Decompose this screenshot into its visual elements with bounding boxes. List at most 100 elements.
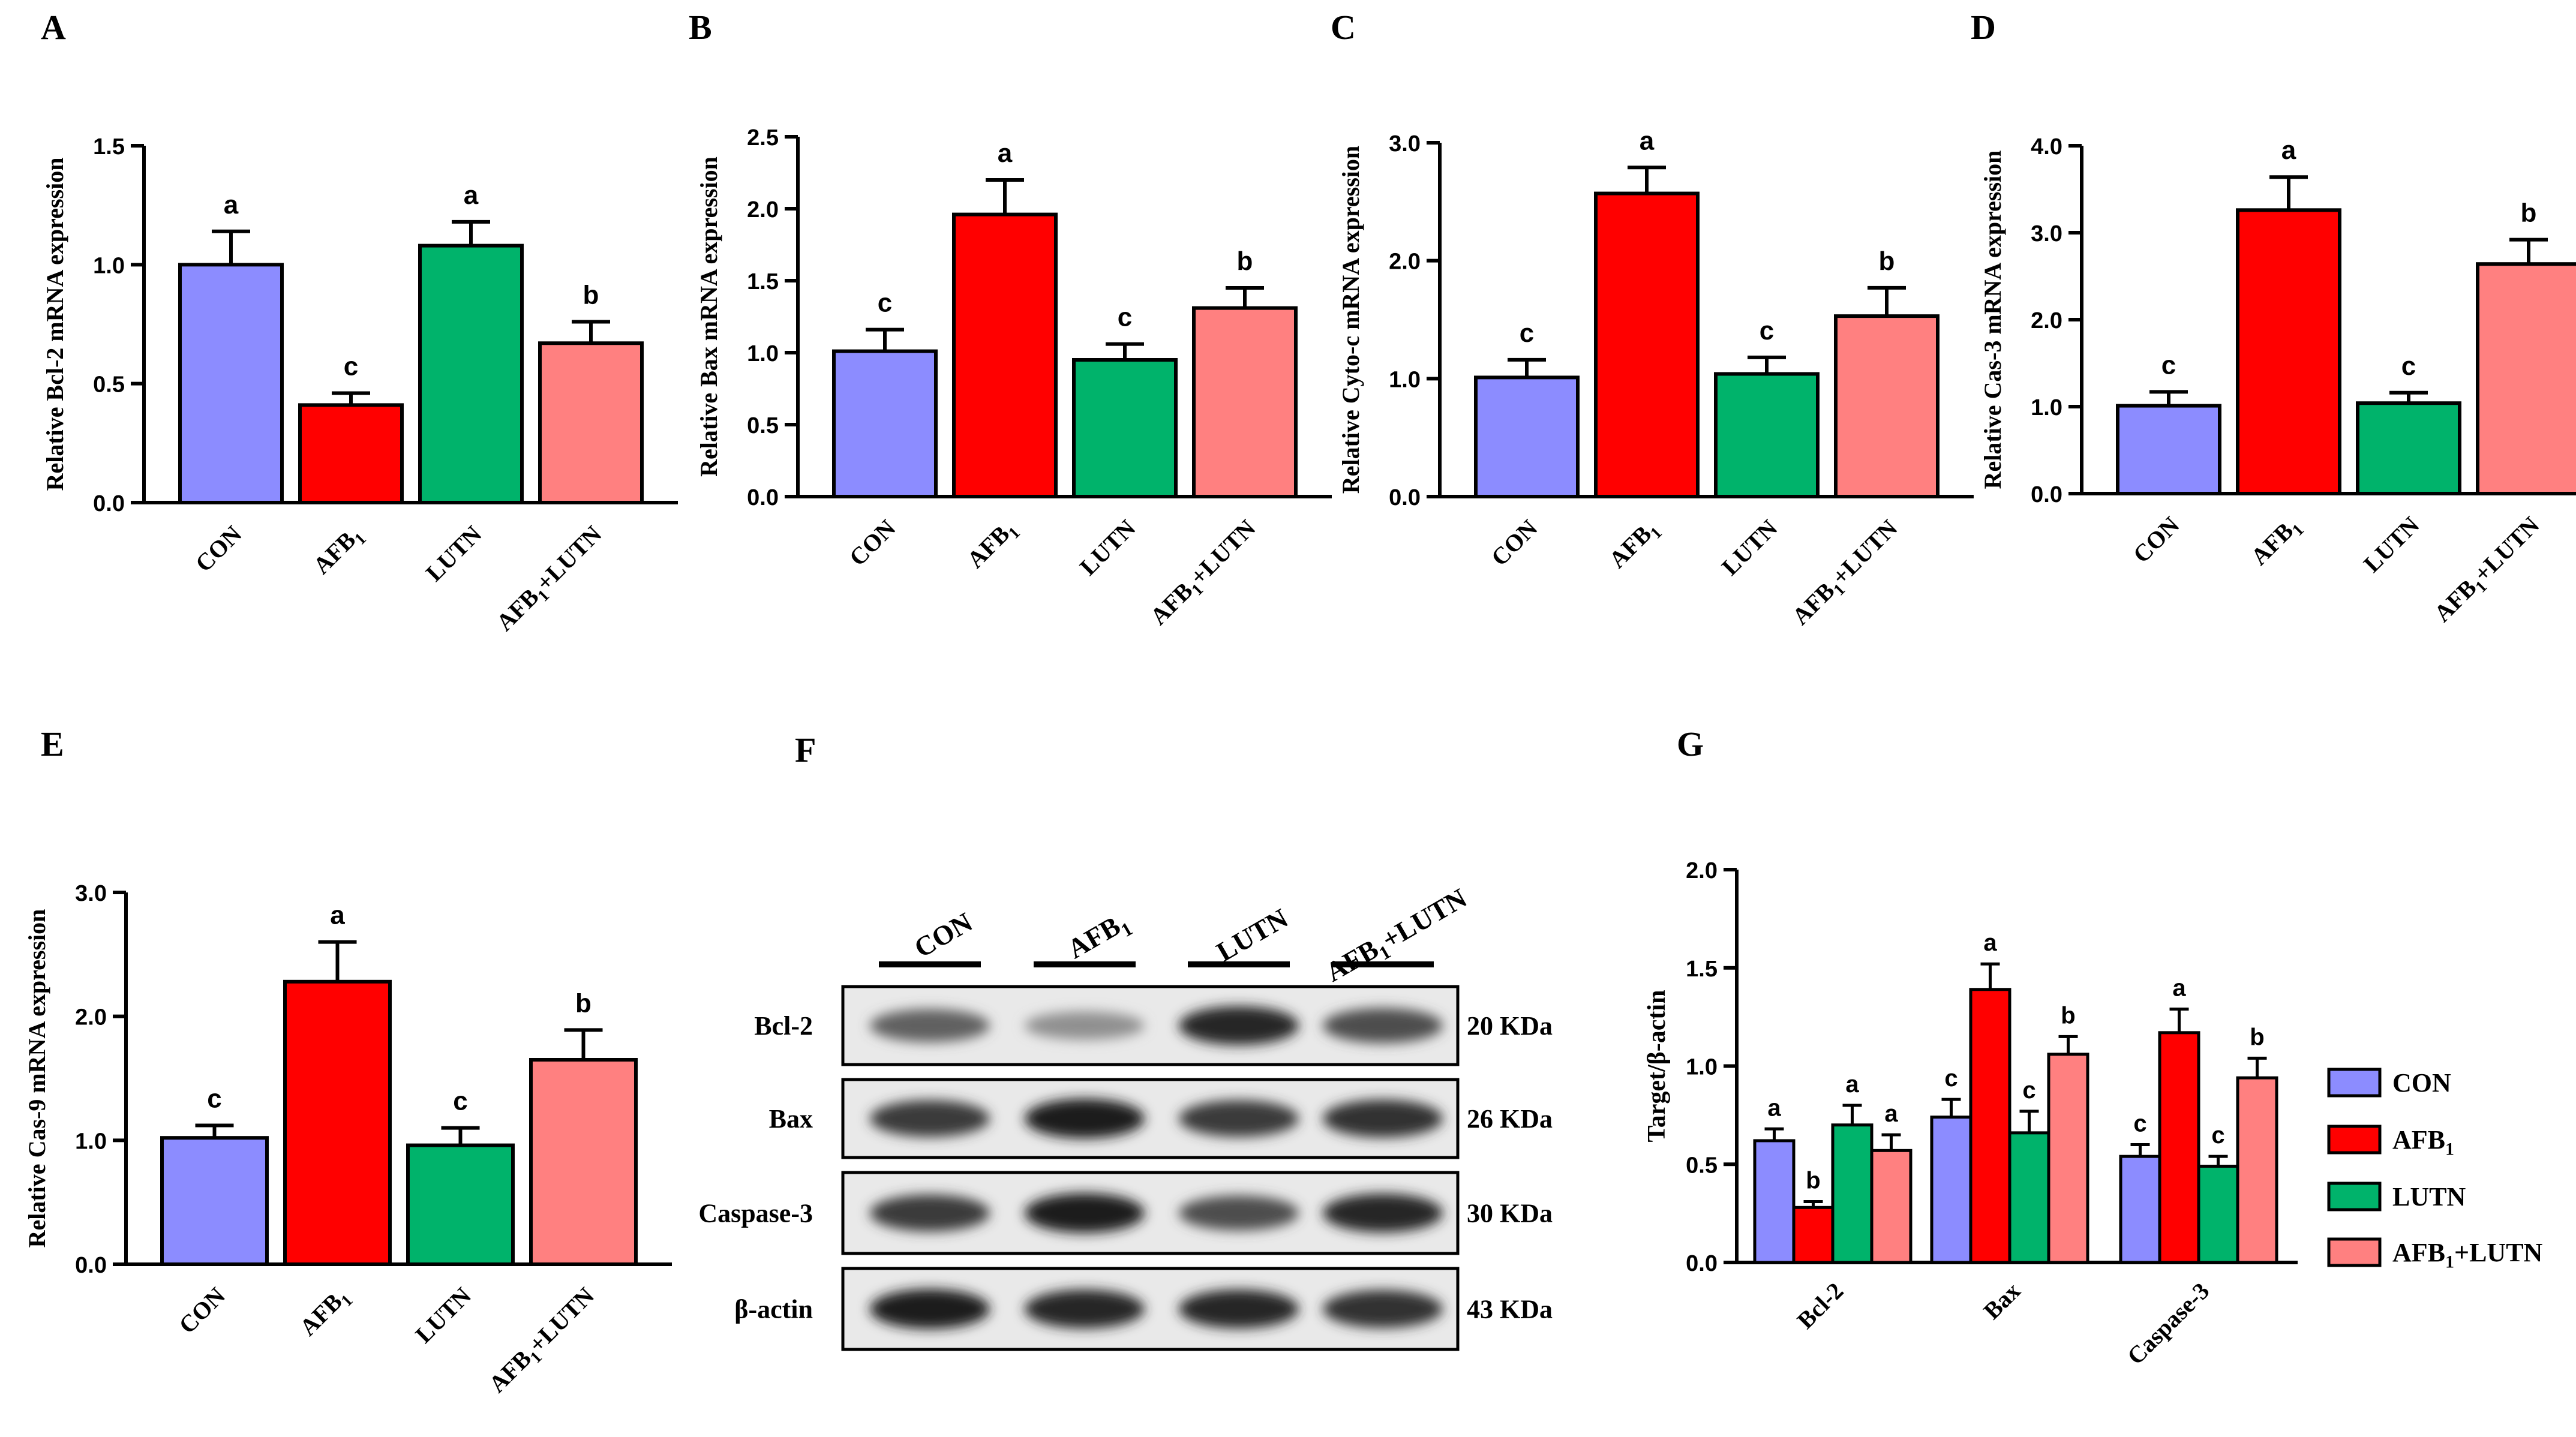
category-label-g-bax: Bax <box>1978 1277 2025 1325</box>
category-label-b-afb1-lutn: AFB1+LUTN <box>1145 514 1264 633</box>
significance-letter-e: b <box>575 988 592 1018</box>
category-label-a-con: CON <box>190 520 247 577</box>
bar-c-afb1 <box>1594 191 1700 498</box>
bar-g-caspase-3-afb1 <box>2158 1031 2200 1264</box>
bar-b-lutn <box>1072 358 1178 498</box>
legend-g: CON AFB1 LUTN AFB1+LUTN <box>2327 1068 2543 1272</box>
legend-swatch-con <box>2327 1068 2382 1098</box>
y-axis-label-e: Relative Cas-9 mRNA expression <box>23 909 50 1248</box>
category-label-e-lutn: LUTN <box>410 1282 476 1348</box>
significance-letter-b: c <box>1118 303 1132 332</box>
bar-g-bax-con <box>1930 1116 1972 1264</box>
band-caspase-3-afb1-lutn <box>1323 1194 1443 1232</box>
bar-g-caspase-3-afb1-lutn <box>2236 1076 2278 1264</box>
bar-c-con <box>1474 375 1580 498</box>
significance-letter-g: c <box>2022 1077 2035 1104</box>
panel-letter-b: B <box>689 8 712 47</box>
significance-letter-g: a <box>1767 1095 1781 1121</box>
band-actin-lutn <box>1179 1289 1299 1328</box>
y-tick-label-g: 1.5 <box>1686 957 1718 982</box>
significance-letter-e: c <box>453 1087 467 1116</box>
significance-letter-c: a <box>1640 126 1655 155</box>
panel-a: A 0.0 0.5 1.0 1.5 Relative Bcl-2 mRNA express… <box>41 8 678 636</box>
category-label-g-bcl-2: Bcl-2 <box>1792 1277 1849 1334</box>
bar-c-afb1-lutn <box>1834 314 1939 498</box>
category-label-a-afb1: AFB1 <box>308 521 370 583</box>
bar-g-bax-afb1-lutn <box>2047 1053 2089 1264</box>
significance-letter-a: c <box>344 352 358 381</box>
panel-d: D 0.0 1.0 2.0 3.0 4.0 Relative Cas-3 mRNA expr… <box>1971 8 2576 627</box>
legend-swatch-afb1 <box>2327 1125 2382 1155</box>
bar-g-bcl-2-afb1-lutn <box>1870 1149 1913 1264</box>
lane-label-afb1-lutn: AFB1+LUTN <box>1320 882 1475 991</box>
y-tick-label-b: 0.0 <box>747 485 779 510</box>
band-bcl-2-lutn <box>1179 1006 1299 1045</box>
band-caspase-3-lutn <box>1179 1195 1299 1231</box>
bar-g-caspase-3-lutn <box>2197 1165 2239 1264</box>
category-label-b-afb1: AFB1 <box>962 515 1024 577</box>
y-tick-label-g: 0.5 <box>1686 1153 1718 1178</box>
bar-e-afb1 <box>283 979 392 1267</box>
significance-letter-a: b <box>583 281 599 310</box>
panel-letter-e: E <box>41 724 64 763</box>
y-tick-label-d: 3.0 <box>2031 221 2062 246</box>
blot-row-label-actin: β-actin <box>734 1295 813 1324</box>
y-tick-label-e: 0.0 <box>75 1253 107 1278</box>
significance-letter-a: a <box>224 190 239 220</box>
significance-letter-d: c <box>2401 351 2416 381</box>
bar-e-afb1-lutn <box>529 1058 638 1266</box>
significance-letter-c: c <box>1520 318 1534 348</box>
band-actin-afb1 <box>1025 1289 1145 1328</box>
y-tick-label-c: 1.0 <box>1389 367 1421 392</box>
y-tick-label-b: 1.5 <box>747 269 779 294</box>
y-tick-label-d: 1.0 <box>2031 395 2062 420</box>
category-label-b-con: CON <box>844 514 901 571</box>
y-tick-label-b: 2.0 <box>747 197 779 223</box>
significance-letter-g: b <box>2061 1002 2075 1029</box>
significance-letter-g: a <box>2172 975 2186 1002</box>
band-caspase-3-con <box>870 1194 990 1232</box>
bar-a-con <box>178 263 284 504</box>
y-tick-label-a: 1.5 <box>93 134 125 160</box>
bar-d-con <box>2116 404 2221 495</box>
bar-g-caspase-3-con <box>2119 1155 2161 1264</box>
y-axis-label-a: Relative Bcl-2 mRNA expression <box>41 158 68 491</box>
y-tick-label-g: 0.0 <box>1686 1251 1718 1276</box>
blot-size-label-actin: 43 KDa <box>1467 1295 1553 1324</box>
category-label-e-afb1: AFB1 <box>295 1282 357 1345</box>
lane-label-con: CON <box>909 906 977 963</box>
category-label-g-caspase-3: Caspase-3 <box>2122 1277 2214 1370</box>
panel-c: C 0.0 1.0 2.0 3.0 Relative Cyto-c mRNA expres… <box>1331 8 1974 633</box>
bar-b-afb1 <box>952 212 1058 498</box>
category-label-c-afb1-lutn: AFB1+LUTN <box>1787 514 1906 633</box>
band-bcl-2-afb1-lutn <box>1323 1008 1443 1044</box>
significance-letter-d: b <box>2521 199 2537 228</box>
lane-label-afb1: AFB1 <box>1062 906 1136 969</box>
category-label-c-lutn: LUTN <box>1716 514 1782 580</box>
bar-b-con <box>832 349 938 498</box>
panel-letter-d: D <box>1971 8 1996 47</box>
significance-letter-g: a <box>1983 930 1997 956</box>
category-label-e-afb1-lutn: AFB1+LUTN <box>484 1282 603 1401</box>
panel-e: E 0.0 1.0 2.0 3.0 Relative Cas-9 mRNA express… <box>23 724 672 1401</box>
significance-letter-e: a <box>330 901 345 930</box>
category-label-d-lutn: LUTN <box>2358 511 2424 577</box>
category-label-b-lutn: LUTN <box>1074 514 1140 580</box>
band-actin-con <box>870 1289 990 1329</box>
significance-letter-c: c <box>1760 316 1774 345</box>
panel-f: F CON AFB1 LUTN AFB1+LUTN Bcl-2 20 KDa Bax 26 KD… <box>698 730 1553 1351</box>
category-label-a-lutn: LUTN <box>421 520 487 586</box>
legend-swatch-afb1-lutn <box>2327 1237 2382 1267</box>
y-tick-label-d: 0.0 <box>2031 482 2062 507</box>
panel-letter-f: F <box>795 730 816 769</box>
category-label-d-afb1: AFB1 <box>2245 512 2308 574</box>
bar-g-bax-afb1 <box>1969 988 2011 1264</box>
y-axis-label-g: Target/β-actin <box>1643 990 1671 1143</box>
bar-d-afb1-lutn <box>2476 262 2576 495</box>
y-axis-label-d: Relative Cas-3 mRNA expression <box>1979 151 2006 489</box>
band-bax-afb1-lutn <box>1323 1099 1443 1138</box>
y-tick-label-b: 2.5 <box>747 125 779 151</box>
category-label-c-con: CON <box>1486 514 1543 571</box>
blot-row-label-caspase-3: Caspase-3 <box>698 1199 813 1228</box>
band-bcl-2-con <box>870 1009 990 1042</box>
